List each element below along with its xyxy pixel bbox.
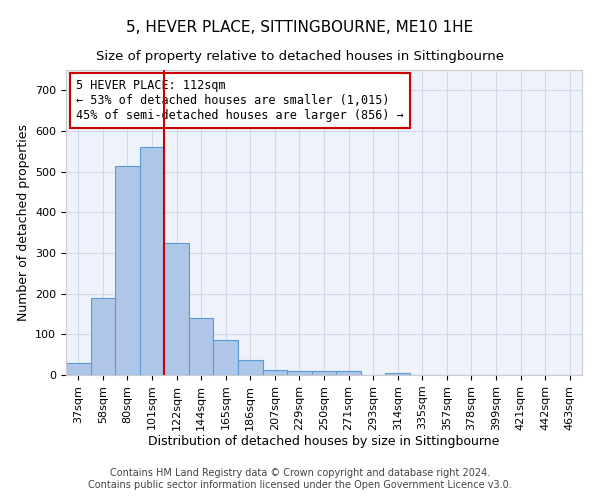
Bar (287, 371, 312, 375)
Bar (214, 340, 238, 375)
Bar (115, 166, 140, 375)
Bar (312, 371, 336, 375)
Bar (140, 148, 164, 375)
Y-axis label: Number of detached properties: Number of detached properties (17, 124, 29, 321)
X-axis label: Distribution of detached houses by size in Sittingbourne: Distribution of detached houses by size … (148, 436, 500, 448)
Bar (263, 370, 287, 375)
Bar (189, 318, 214, 375)
Bar (91, 298, 115, 375)
Text: Size of property relative to detached houses in Sittingbourne: Size of property relative to detached ho… (96, 50, 504, 63)
Text: Contains HM Land Registry data © Crown copyright and database right 2024.
Contai: Contains HM Land Registry data © Crown c… (88, 468, 512, 490)
Bar (385, 373, 410, 375)
Bar (164, 243, 189, 375)
Bar (336, 371, 361, 375)
Bar (66, 363, 91, 375)
Bar (238, 360, 263, 375)
Text: 5 HEVER PLACE: 112sqm
← 53% of detached houses are smaller (1,015)
45% of semi-d: 5 HEVER PLACE: 112sqm ← 53% of detached … (76, 79, 404, 122)
Text: 5, HEVER PLACE, SITTINGBOURNE, ME10 1HE: 5, HEVER PLACE, SITTINGBOURNE, ME10 1HE (127, 20, 473, 35)
